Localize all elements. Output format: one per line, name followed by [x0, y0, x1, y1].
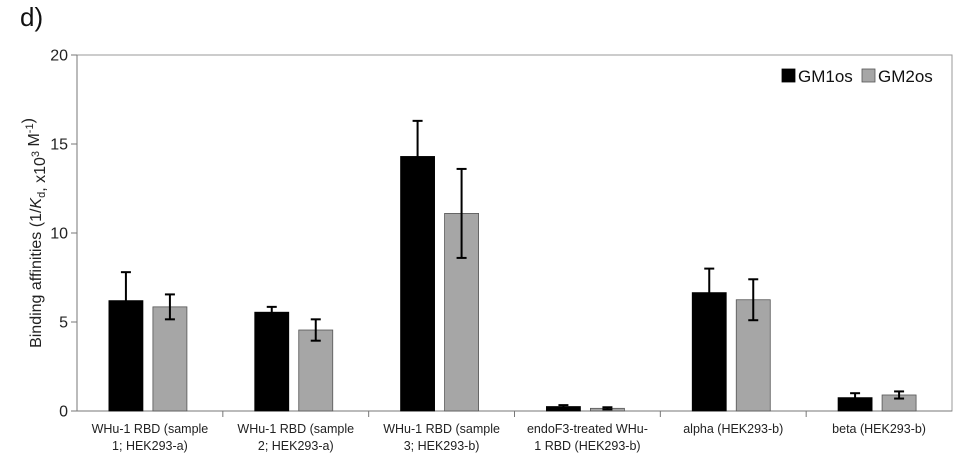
chart-error-bars [120, 119, 905, 411]
x-category-label: WHu-1 RBD (sample [237, 422, 354, 436]
y-tick-label: 15 [50, 137, 68, 154]
bar-gm2os [152, 306, 188, 412]
legend-swatch-gm2os [861, 68, 876, 83]
x-category-label: WHu-1 RBD (sample [383, 422, 500, 436]
x-category-label: alpha (HEK293-b) [683, 422, 783, 436]
x-category-label: 2; HEK293-a) [258, 439, 334, 453]
x-category-label: WHu-1 RBD (sample [92, 422, 209, 436]
y-tick-label: 5 [59, 315, 68, 332]
chart-legend: GM1os GM2os [781, 67, 933, 86]
x-category-label: 1 RBD (HEK293-b) [534, 439, 640, 453]
y-tick-label: 0 [59, 404, 68, 421]
x-category-label: 1; HEK293-a) [112, 439, 188, 453]
x-category-label: 3; HEK293-b) [404, 439, 480, 453]
legend-swatch-gm1os [781, 68, 796, 83]
bar-gm1os [254, 311, 290, 412]
y-axis-label: Binding affinities (1/Kd, x103 M-1) [20, 118, 49, 348]
y-tick-label: 20 [50, 48, 68, 65]
x-category-label: beta (HEK293-b) [832, 422, 926, 436]
x-category-label: endoF3-treated WHu- [527, 422, 648, 436]
legend-label-gm2os: GM2os [878, 67, 933, 86]
chart-bars [108, 156, 917, 412]
bar-gm2os [298, 329, 334, 412]
chart-axes [71, 54, 953, 417]
legend-label-gm1os: GM1os [798, 67, 853, 86]
y-tick-label: 10 [50, 226, 68, 243]
plot-frame [76, 54, 953, 412]
panel-label: d) [20, 2, 44, 32]
bar-gm1os [400, 156, 435, 412]
chart-labels: 0 5 10 15 20 Binding affinities (1/Kd, x103 M… [20, 48, 926, 454]
